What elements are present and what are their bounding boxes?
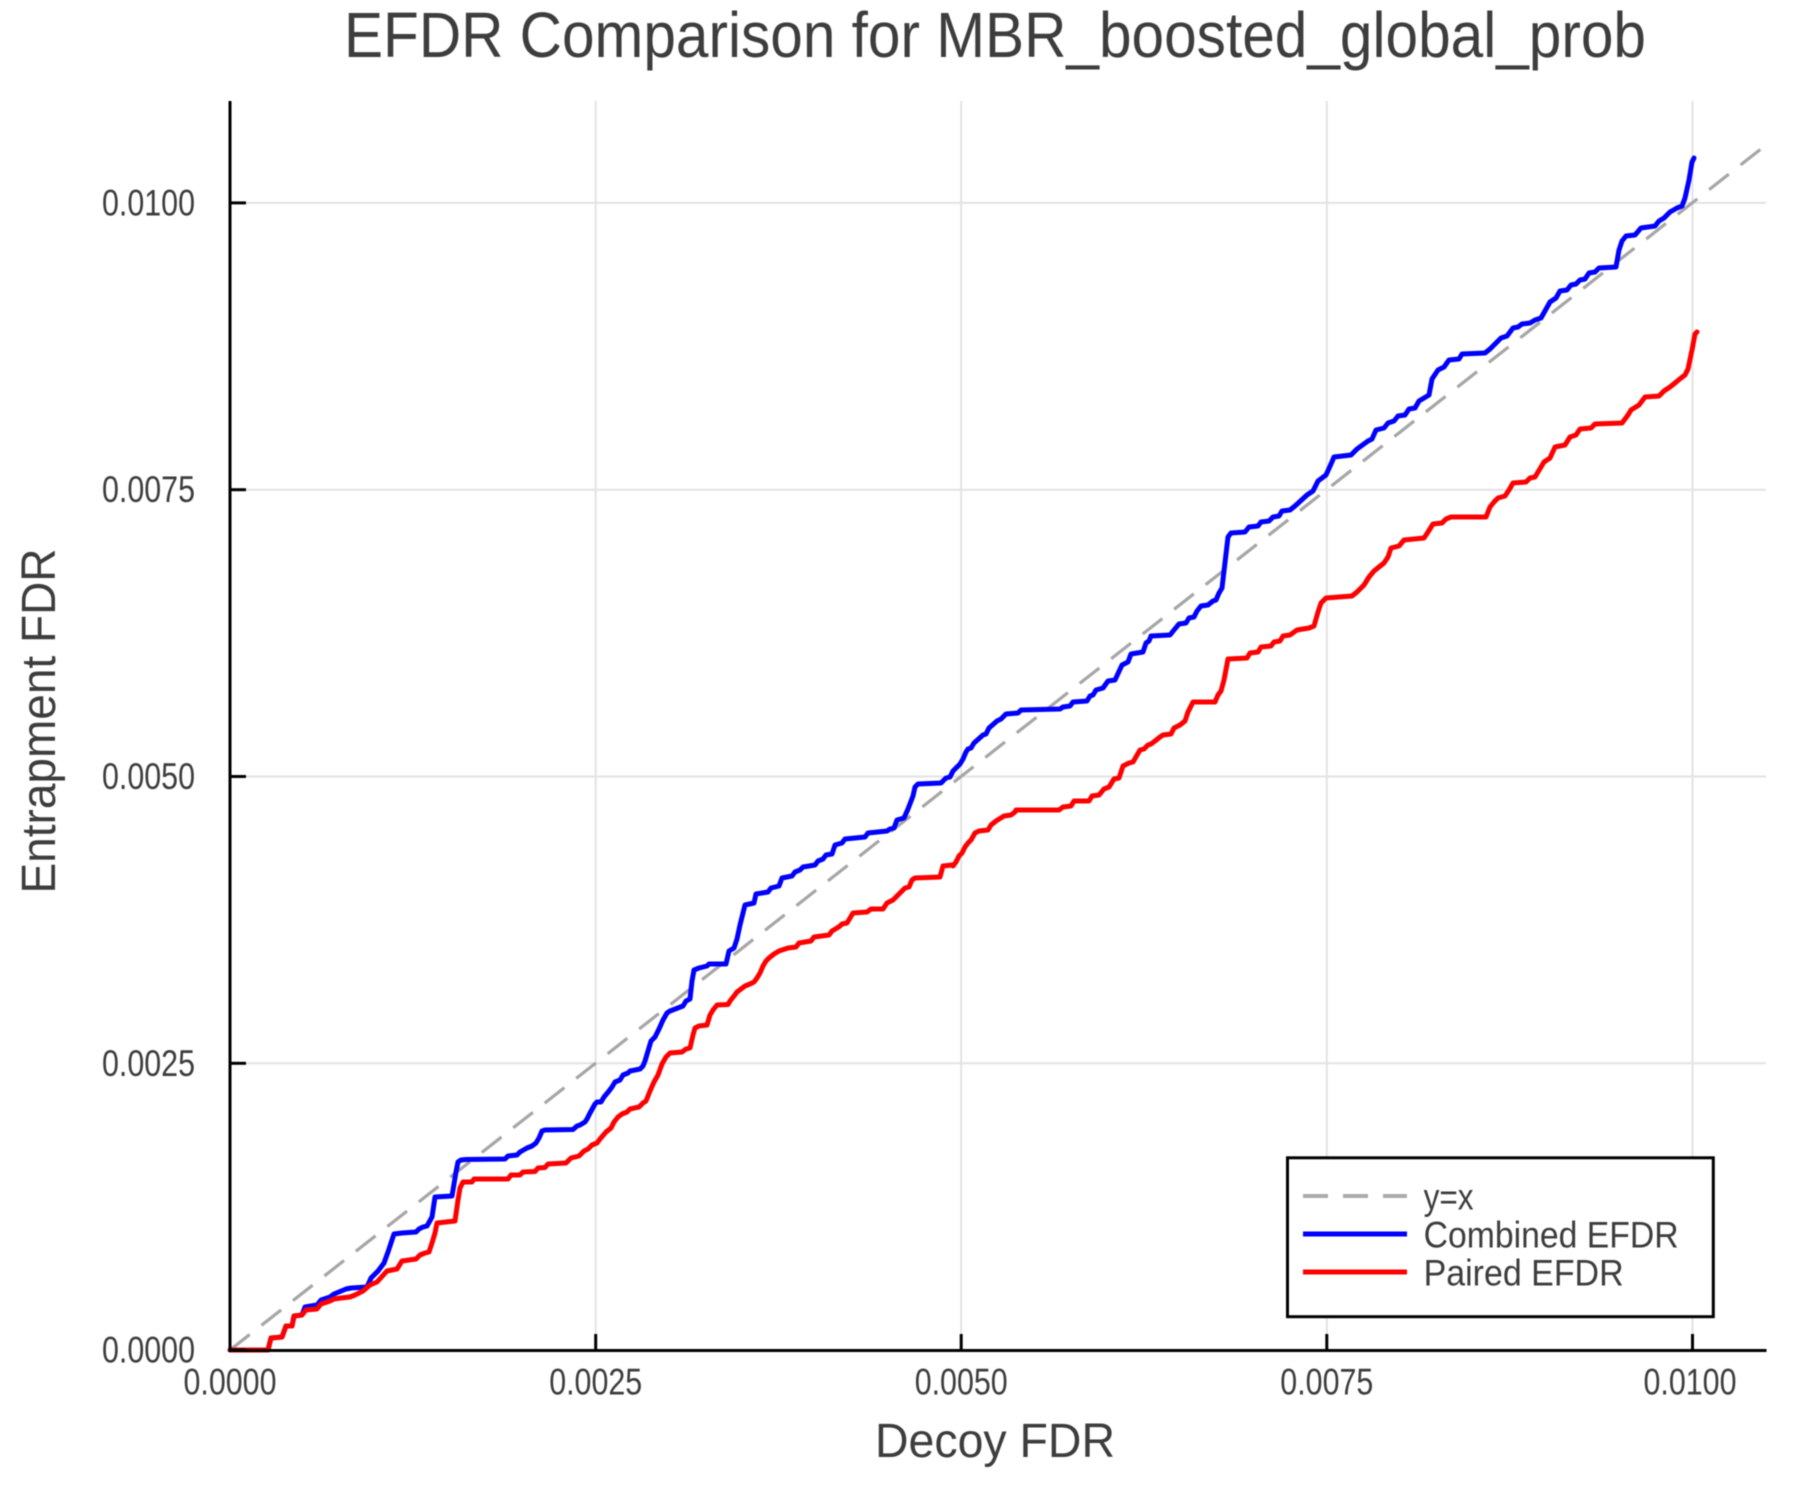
svg-text:0.0100: 0.0100 [102, 182, 195, 223]
svg-text:0.0025: 0.0025 [102, 1043, 195, 1084]
svg-text:Entrapment FDR: Entrapment FDR [13, 549, 66, 894]
svg-text:0.0000: 0.0000 [102, 1330, 195, 1371]
svg-text:0.0050: 0.0050 [915, 1362, 1008, 1403]
svg-text:EFDR Comparison for MBR_booste: EFDR Comparison for MBR_boosted_global_p… [344, 0, 1646, 71]
svg-text:0.0100: 0.0100 [1644, 1362, 1737, 1403]
svg-text:Decoy FDR: Decoy FDR [875, 1415, 1115, 1468]
svg-text:0.0000: 0.0000 [184, 1362, 277, 1403]
svg-text:0.0075: 0.0075 [1280, 1362, 1373, 1403]
svg-text:0.0050: 0.0050 [102, 756, 195, 797]
svg-text:y=x: y=x [1424, 1177, 1474, 1218]
svg-text:Paired EFDR: Paired EFDR [1424, 1253, 1624, 1294]
svg-text:0.0075: 0.0075 [102, 469, 195, 510]
svg-text:Combined EFDR: Combined EFDR [1424, 1215, 1679, 1256]
svg-text:0.0025: 0.0025 [549, 1362, 642, 1403]
